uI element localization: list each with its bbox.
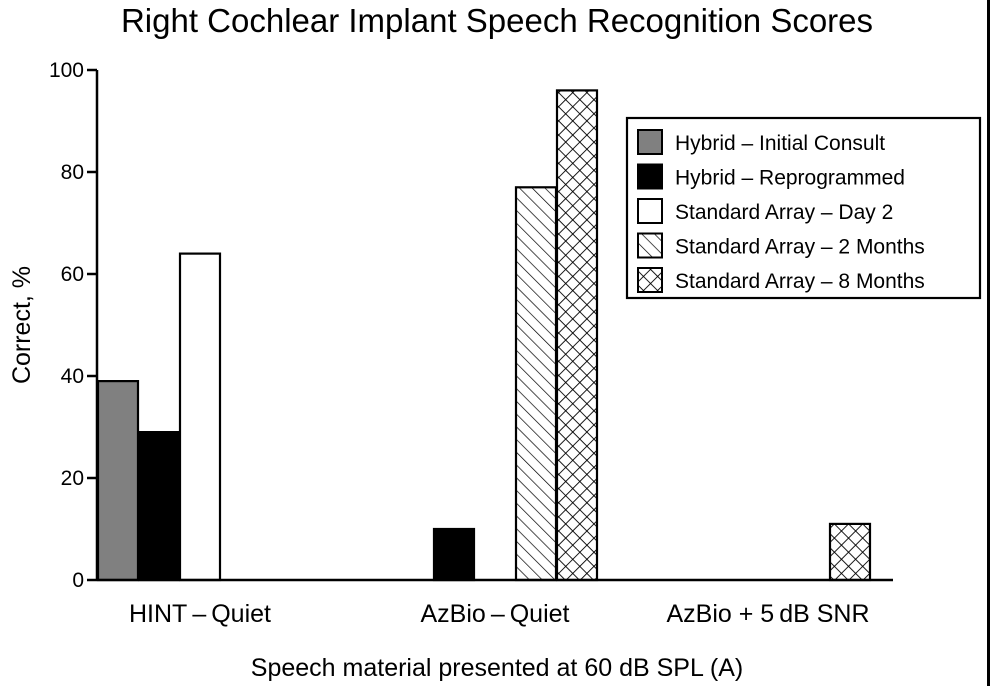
- y-tick-label: 100: [49, 59, 84, 82]
- x-axis-categories: HINT – Quiet AzBio – Quiet AzBio + 5 dB SN…: [129, 600, 870, 628]
- legend-label: Standard Array – 2 Months: [675, 236, 925, 259]
- bar-2-1: [137, 431, 181, 582]
- bar-2-2: [432, 527, 476, 582]
- bars: [96, 89, 872, 582]
- legend-swatch: [637, 129, 663, 155]
- legend-swatch: [637, 267, 663, 293]
- y-axis-ticks: 0 20 40 60 80 100: [49, 59, 97, 592]
- bar-5-2: [555, 89, 599, 582]
- legend-swatch: [637, 163, 663, 190]
- legend-box: [625, 116, 982, 300]
- legend: Hybrid – Initial Consult Hybrid – Reprogr…: [625, 116, 982, 300]
- y-tick-label: 20: [61, 467, 84, 490]
- bar-4-2: [514, 186, 558, 582]
- y-tick-label: 40: [61, 365, 84, 388]
- y-tick-label: 60: [61, 263, 84, 286]
- bar-5-3: [828, 522, 872, 582]
- y-tick-label: 0: [72, 569, 84, 592]
- legend-label: Hybrid – Initial Consult: [675, 132, 885, 155]
- legend-label: Standard Array – Day 2: [675, 201, 893, 224]
- x-axis-label: Speech material presented at 60 dB SPL (…: [251, 654, 743, 682]
- y-axis-label: Correct, %: [8, 266, 36, 384]
- x-category-label: HINT – Quiet: [129, 600, 271, 628]
- chart-title: Right Cochlear Implant Speech Recognitio…: [121, 2, 873, 39]
- legend-swatch: [637, 232, 663, 259]
- legend-label: Hybrid – Reprogrammed: [675, 167, 905, 190]
- x-category-label: AzBio – Quiet: [421, 600, 570, 628]
- bar-3-1: [178, 252, 222, 582]
- bar-1-1: [96, 380, 140, 582]
- legend-swatch: [637, 198, 663, 224]
- x-category-label: AzBio + 5 dB SNR: [666, 600, 869, 628]
- right-border-rule: [987, 0, 990, 686]
- y-tick-label: 80: [61, 161, 84, 184]
- legend-label: Standard Array – 8 Months: [675, 270, 925, 293]
